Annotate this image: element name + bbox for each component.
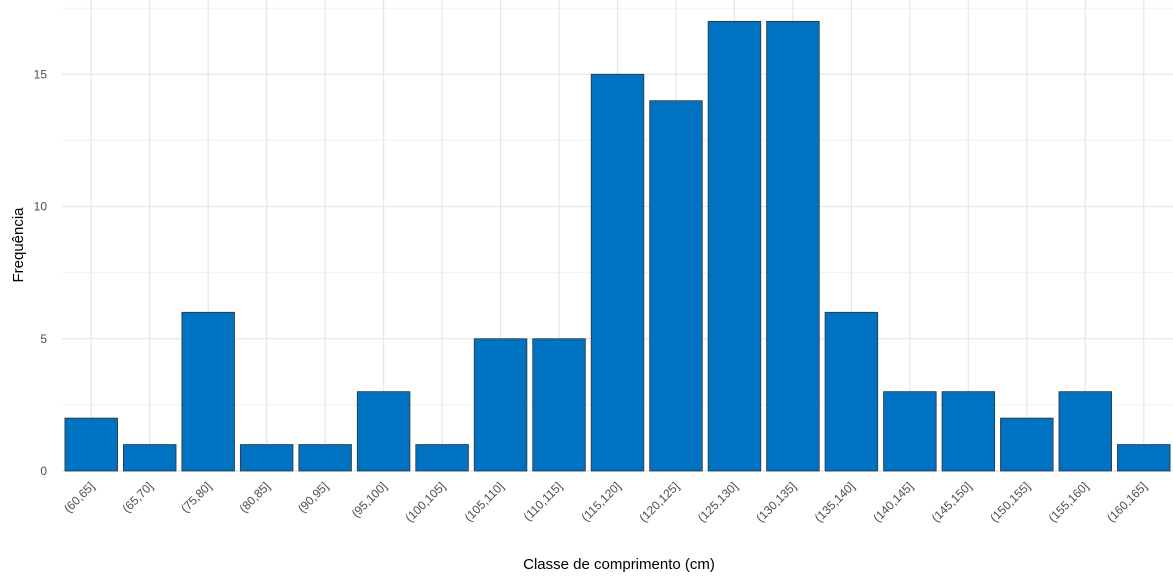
y-axis-ticks: 0 5 10 15 (34, 67, 48, 478)
bar (824, 311, 879, 472)
bar (1058, 391, 1113, 472)
bar (766, 20, 820, 472)
bar (473, 338, 528, 472)
bar (649, 100, 703, 472)
bar (941, 391, 996, 472)
bar (532, 338, 586, 472)
bars (64, 20, 1171, 472)
bar (415, 444, 469, 472)
bar (298, 444, 352, 472)
bar (1117, 444, 1171, 472)
bar (883, 391, 937, 472)
y-tick-label: 0 (40, 464, 47, 478)
y-tick-label: 5 (40, 332, 47, 346)
y-axis-title: Frequência (10, 207, 27, 283)
bar (1000, 417, 1054, 472)
y-tick-label: 15 (34, 67, 48, 81)
y-tick-label: 10 (34, 200, 48, 214)
bar (707, 20, 762, 472)
bar (239, 444, 294, 472)
bar (123, 444, 177, 472)
bar (590, 73, 645, 472)
bar (64, 417, 118, 472)
x-axis-title: Classe de comprimento (cm) (523, 556, 715, 573)
bar (356, 391, 411, 472)
bar (181, 311, 235, 472)
